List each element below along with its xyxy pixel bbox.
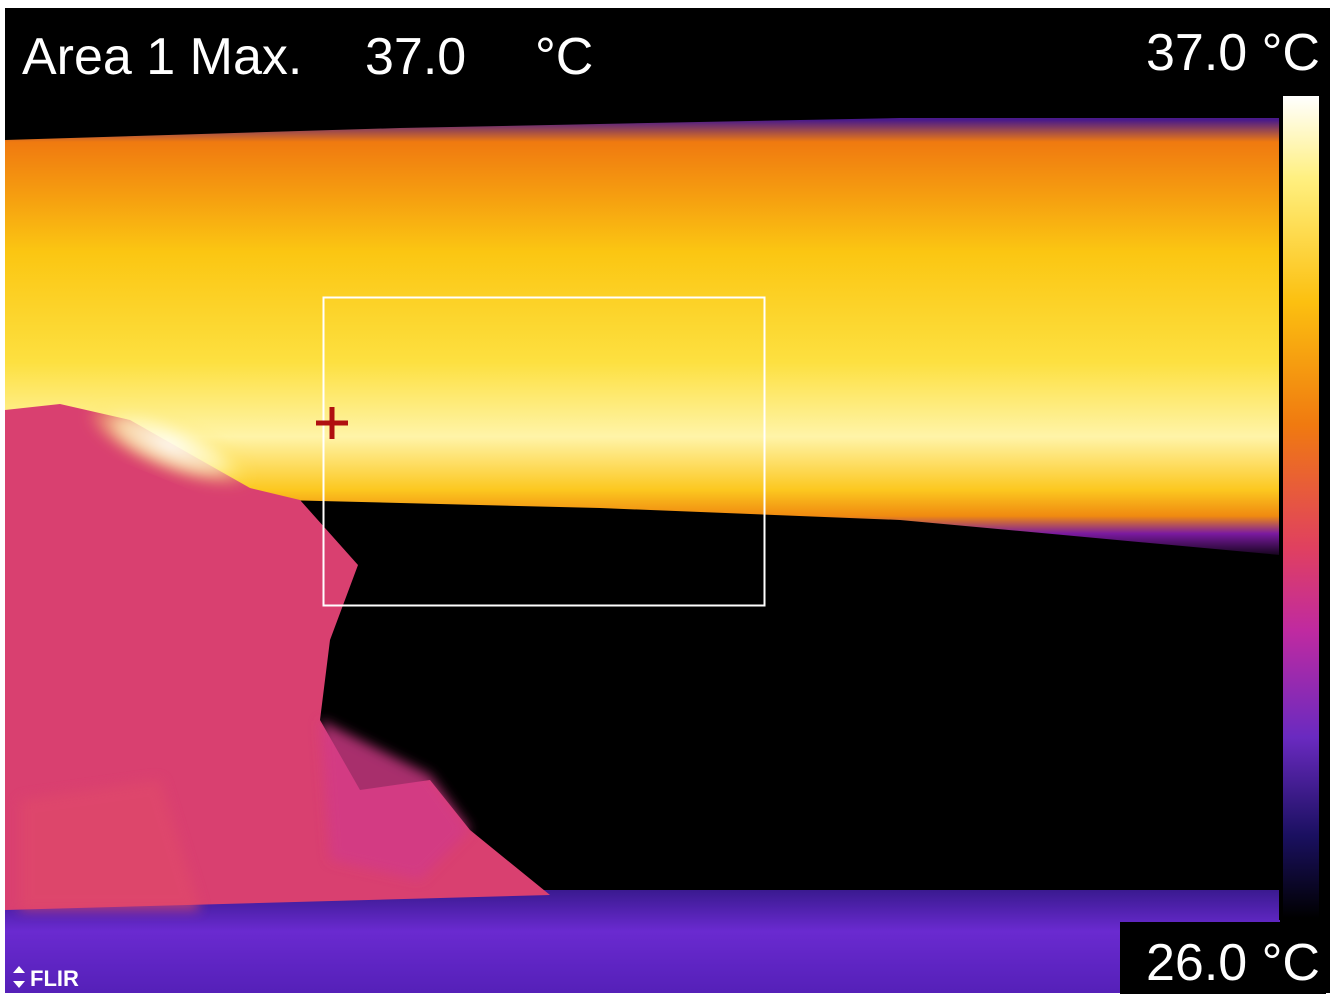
measurement-label: Area 1 Max. <box>22 28 302 86</box>
logo: FLIR <box>30 966 79 991</box>
logo-icon <box>13 966 25 988</box>
hot-spot <box>85 402 255 488</box>
floor <box>5 890 1280 993</box>
scale-max: 37.0 °C <box>1146 24 1320 82</box>
scale-min-box <box>1120 922 1326 994</box>
scale-min: 26.0 °C <box>1146 934 1320 992</box>
color-scale <box>1283 96 1319 918</box>
measure-area <box>322 296 766 607</box>
max-crosshair <box>316 407 348 439</box>
cloth-fold <box>320 720 470 880</box>
cloth-fold <box>20 780 200 910</box>
measurement-value: 37.0 <box>365 28 466 86</box>
measurement-unit: °C <box>535 28 593 86</box>
